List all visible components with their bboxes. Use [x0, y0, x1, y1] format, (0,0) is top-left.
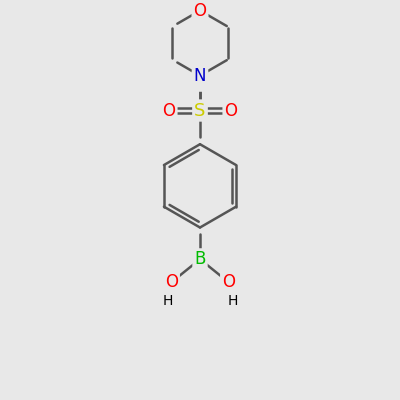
Text: O: O — [224, 102, 238, 120]
Text: O: O — [194, 2, 206, 20]
Text: S: S — [194, 102, 206, 120]
Text: N: N — [194, 67, 206, 85]
Text: N: N — [194, 72, 206, 90]
Text: B: B — [194, 250, 206, 268]
Text: O: O — [162, 102, 176, 120]
Text: H: H — [227, 294, 238, 308]
Text: O: O — [222, 273, 235, 291]
Text: H: H — [162, 294, 173, 308]
Text: O: O — [165, 273, 178, 291]
